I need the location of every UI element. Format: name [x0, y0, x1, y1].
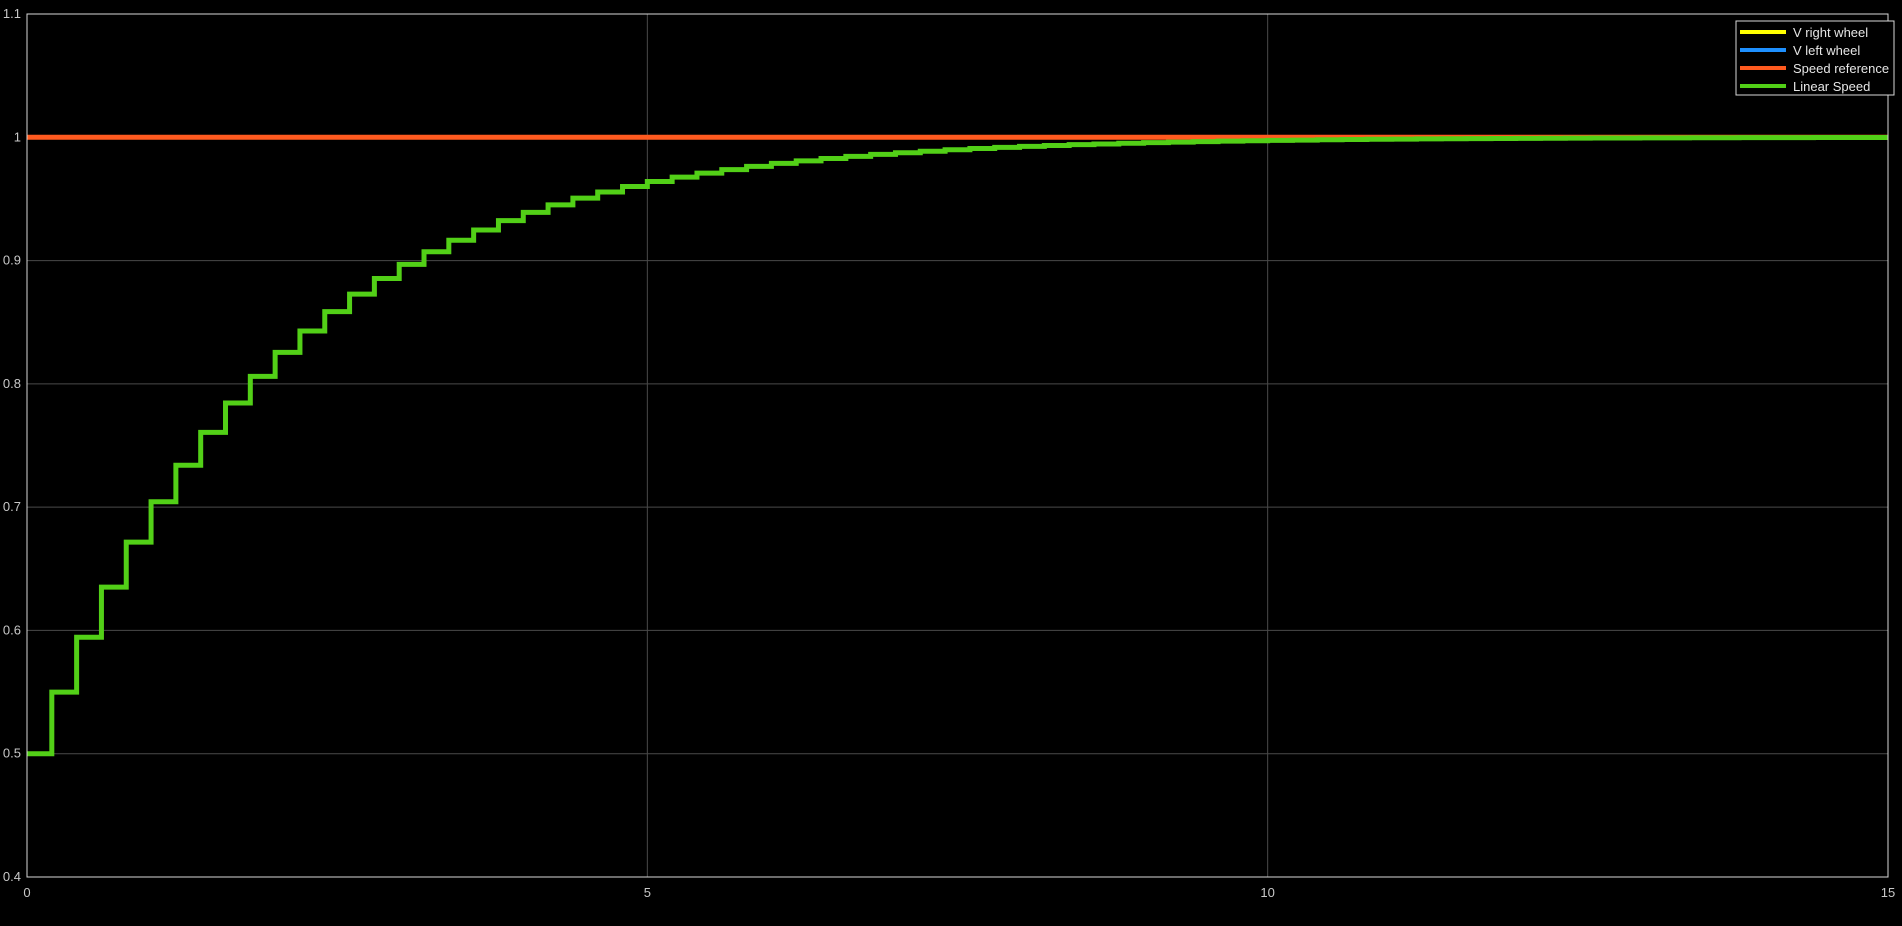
- legend-label: V right wheel: [1793, 25, 1868, 40]
- series-lines: [27, 134, 1888, 757]
- legend: V right wheel V left wheel Speed reference…: [1735, 20, 1895, 96]
- x-tick-label: 5: [644, 885, 651, 900]
- y-tick-label: 0.5: [3, 746, 21, 761]
- axes-box: [26, 13, 1889, 878]
- x-tick-label: 15: [1881, 885, 1895, 900]
- y-tick-label: 1.1: [3, 6, 21, 21]
- legend-label: Linear Speed: [1793, 79, 1870, 94]
- tick-labels: 0 5 10 15 0.4 0.5 0.6 0.7 0.8 0.9 1 1.1: [3, 6, 1895, 900]
- series-line-linear-speed: [27, 135, 1888, 757]
- y-tick-label: 0.6: [3, 622, 21, 637]
- legend-label: Speed reference: [1793, 61, 1889, 76]
- x-tick-label: 10: [1260, 885, 1274, 900]
- y-tick-label: 0.7: [3, 499, 21, 514]
- x-tick-label: 0: [23, 885, 30, 900]
- legend-label: V left wheel: [1793, 43, 1860, 58]
- y-tick-label: 0.4: [3, 869, 21, 884]
- y-tick-label: 0.8: [3, 376, 21, 391]
- y-tick-label: 1: [14, 129, 21, 144]
- y-tick-label: 0.9: [3, 253, 21, 268]
